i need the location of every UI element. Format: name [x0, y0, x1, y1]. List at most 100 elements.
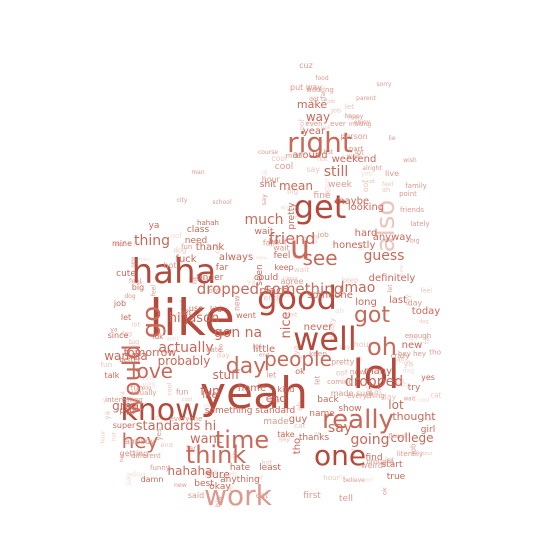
- word-filler-job: job: [224, 470, 237, 479]
- word-filler-big: big: [410, 237, 420, 244]
- word-filler-dog: dog: [403, 367, 415, 374]
- word-filler-wait: wait: [284, 311, 298, 318]
- word-much: much: [244, 212, 283, 228]
- word-try: try: [408, 383, 421, 393]
- word-getting: getting: [120, 449, 149, 458]
- word-got: got: [354, 303, 390, 328]
- word-parent: parent: [356, 95, 376, 102]
- word-filler-dog: dog: [131, 469, 145, 478]
- word-filler-far: far: [321, 90, 327, 98]
- word-someone: someone: [307, 290, 353, 301]
- word-school: school: [212, 199, 232, 206]
- word-one: one: [314, 439, 366, 472]
- word-filler-hot: hot: [317, 155, 328, 163]
- word-talk: talk: [105, 371, 120, 380]
- word-interesting: interesting: [105, 396, 143, 404]
- word-ok: ok: [295, 367, 305, 376]
- word-filler-fun: fun: [181, 243, 192, 251]
- word-need: need: [185, 236, 208, 246]
- word-filler-ya: ya: [102, 395, 111, 404]
- word-filler-let: let: [325, 189, 332, 197]
- word-brought: brought: [366, 458, 394, 466]
- word-thing: thing: [134, 233, 170, 249]
- word-right: right: [287, 126, 353, 159]
- word-hot: hot: [163, 261, 176, 270]
- word-filler-ya: ya: [404, 359, 414, 368]
- word-nice: nice: [279, 312, 294, 339]
- word-filler-pretty: pretty: [328, 317, 337, 340]
- word-damn: damn: [141, 475, 164, 484]
- word-filler-oof: oof: [361, 180, 370, 192]
- word-feel: feel: [274, 251, 291, 261]
- word-filler-dog: dog: [174, 246, 187, 254]
- word-could: could: [254, 273, 278, 283]
- word-shit: shit: [260, 180, 277, 190]
- word-yeah: yeah: [200, 368, 308, 419]
- word-course: course: [258, 149, 278, 156]
- word-filler-lot: lot: [193, 277, 199, 284]
- word-filler-yes: yes: [267, 396, 280, 405]
- word-way: way: [306, 110, 330, 124]
- word-went: went: [236, 311, 256, 320]
- word-usually: usually: [132, 389, 157, 397]
- word-alright: alright: [362, 165, 382, 172]
- word-filler-new: new: [256, 255, 268, 261]
- word-point: point: [399, 190, 417, 198]
- word-hi-jason: hi jason: [169, 311, 220, 326]
- word-coming: coming: [327, 378, 353, 386]
- word-wan-na: wan na: [104, 349, 148, 363]
- word-place: place: [259, 284, 289, 297]
- word-filler-cool: cool: [417, 397, 430, 404]
- word-filler-keep: keep: [342, 276, 359, 284]
- word-filler-new: new: [399, 264, 405, 276]
- word-filler-job: job: [330, 107, 341, 115]
- word-filler-let: let: [409, 333, 418, 342]
- word-filler-job: job: [219, 343, 225, 353]
- word-big: big: [132, 283, 144, 292]
- word-job: job: [113, 299, 126, 308]
- word-get: get: [294, 188, 347, 226]
- word-filler-ah: ah: [295, 402, 304, 412]
- word-filler-far: far: [297, 355, 305, 361]
- word-date: date: [206, 346, 222, 354]
- word-going: going: [350, 432, 389, 448]
- word-college: college: [391, 431, 434, 445]
- word-different: different: [131, 452, 161, 460]
- word-let: let: [121, 313, 131, 322]
- word-definitely: definitely: [369, 273, 416, 284]
- word-filler-new: new: [131, 256, 137, 268]
- word-cuz: cuz: [299, 61, 313, 70]
- word-part: part: [349, 145, 364, 153]
- word-year: year: [303, 126, 326, 137]
- word-filler-cat: cat: [366, 179, 375, 185]
- word-filler-hour: hour: [262, 175, 281, 184]
- word-well: well: [293, 320, 357, 358]
- word-filler-hour: hour: [323, 473, 340, 482]
- word-yes: yes: [421, 373, 435, 382]
- word-idk: idk: [153, 333, 164, 341]
- word-filler-end: end: [264, 294, 279, 303]
- word-filler-fun: fun: [131, 384, 144, 393]
- word-filler-lot: lot: [133, 239, 143, 248]
- word-filler-cool: cool: [271, 154, 287, 163]
- word-literally: literally: [397, 450, 423, 458]
- word-hour: hour: [269, 237, 288, 246]
- word-said: said: [188, 491, 204, 500]
- word-filler-yes: yes: [361, 170, 372, 177]
- word-music: music: [286, 152, 307, 160]
- word-long: long: [355, 297, 377, 308]
- word-filler-fun: fun: [100, 360, 112, 369]
- word-filler-keep: keep: [309, 349, 327, 358]
- word-put-way: put way: [290, 83, 322, 92]
- word-even: even: [305, 120, 322, 128]
- word-girl: girl: [421, 425, 435, 435]
- word-tell: tell: [339, 494, 353, 504]
- word-crazy: crazy: [391, 352, 410, 360]
- word-far: far: [216, 263, 229, 273]
- word-filler-tho: tho: [395, 378, 405, 384]
- word-filler-yes: yes: [276, 293, 283, 304]
- word-thanks: thanks: [299, 433, 330, 443]
- word-tinder: tinder: [197, 273, 224, 283]
- word-filler-end: end: [259, 353, 270, 359]
